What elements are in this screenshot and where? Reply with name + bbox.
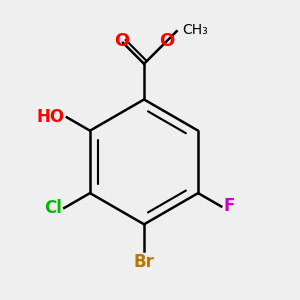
Text: O: O: [114, 32, 129, 50]
Text: Cl: Cl: [44, 199, 62, 217]
Text: O: O: [159, 32, 174, 50]
Text: Br: Br: [134, 254, 154, 272]
Text: HO: HO: [36, 108, 64, 126]
Text: F: F: [224, 197, 235, 215]
Text: CH₃: CH₃: [182, 23, 208, 37]
